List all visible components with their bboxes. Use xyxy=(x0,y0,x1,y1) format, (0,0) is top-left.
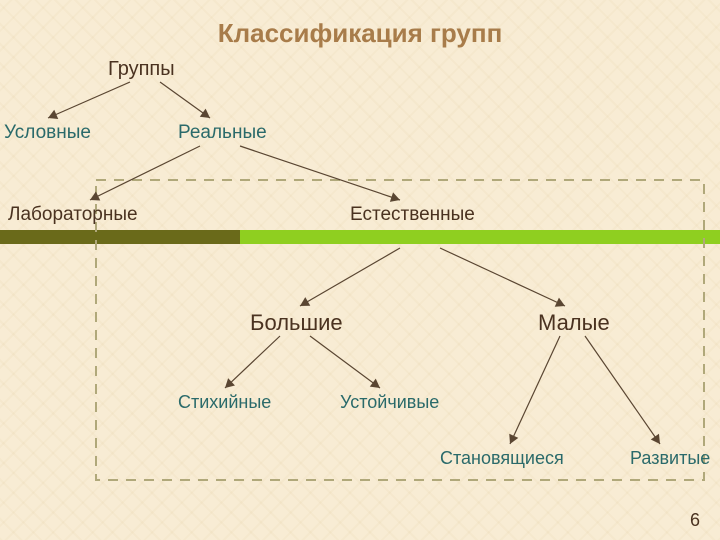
node-stable: Устойчивые xyxy=(340,392,439,413)
bar-segment-1 xyxy=(240,230,720,244)
arrow-7 xyxy=(310,336,380,388)
arrow-6 xyxy=(225,336,280,388)
diagram-overlay xyxy=(0,0,720,540)
bar-segment-0 xyxy=(0,230,240,244)
arrowhead-1 xyxy=(200,109,210,118)
arrow-1 xyxy=(160,82,210,118)
arrowhead-9 xyxy=(651,434,660,444)
node-developed: Развитые xyxy=(630,448,710,469)
node-conditional: Условные xyxy=(4,122,91,144)
arrowhead-7 xyxy=(370,379,380,388)
node-real: Реальные xyxy=(178,122,267,144)
node-becoming: Становящиеся xyxy=(440,448,564,469)
page-number: 6 xyxy=(690,510,700,531)
arrow-4 xyxy=(300,248,400,306)
arrow-3 xyxy=(240,146,400,200)
node-groups: Группы xyxy=(108,58,175,81)
node-big: Большие xyxy=(250,310,343,336)
arrow-2 xyxy=(90,146,200,200)
arrow-8 xyxy=(510,336,560,444)
node-laboratory: Лабораторные xyxy=(8,204,138,226)
node-spontaneous: Стихийные xyxy=(178,392,271,413)
arrow-5 xyxy=(440,248,565,306)
arrow-0 xyxy=(48,82,130,118)
node-small: Малые xyxy=(538,310,610,336)
arrow-9 xyxy=(585,336,660,444)
node-natural: Естественные xyxy=(350,204,475,226)
